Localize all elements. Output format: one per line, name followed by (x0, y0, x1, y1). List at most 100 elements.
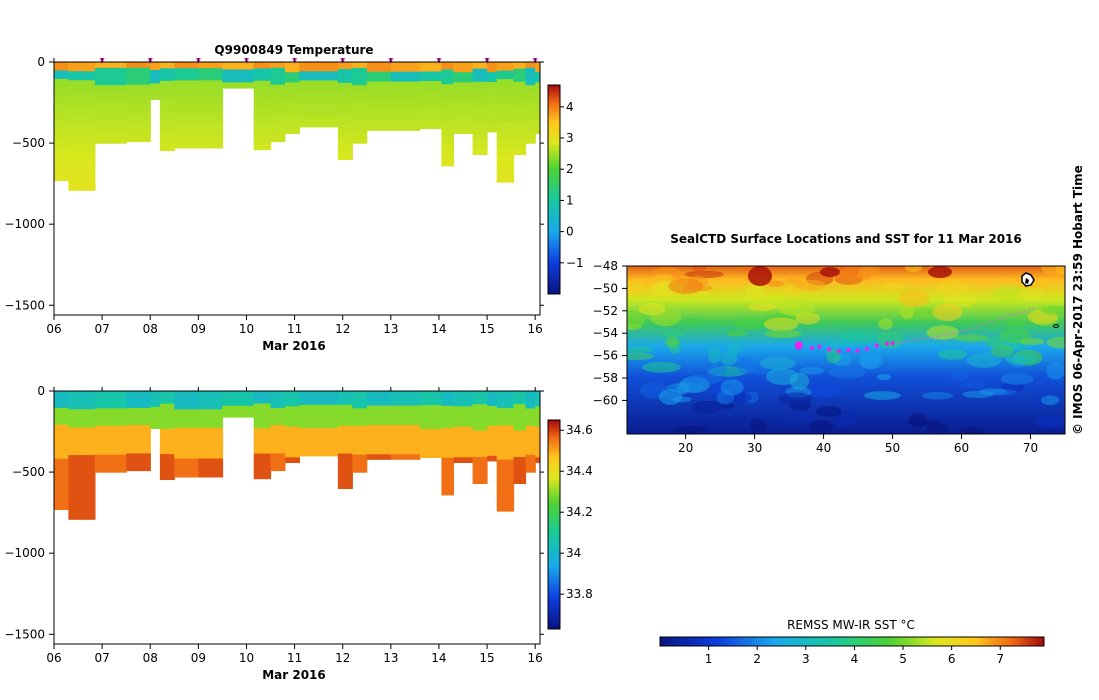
temp-cell (68, 144, 96, 155)
sal-cell (453, 436, 474, 443)
sal-cell (150, 396, 161, 400)
temp-cell (487, 67, 498, 73)
sst-patch (705, 364, 727, 376)
temp-cell (126, 84, 151, 91)
temp-cell (419, 62, 442, 68)
sal-cell (285, 457, 300, 463)
sal-cell (352, 448, 368, 456)
sal-cell (525, 408, 536, 415)
temp-cell (496, 70, 515, 80)
temp-cell (337, 124, 353, 133)
temp-cell (253, 112, 272, 119)
sal-cell (337, 398, 353, 406)
temp-cell (513, 88, 527, 96)
temp-cell (94, 119, 127, 127)
temp-cell (150, 80, 161, 84)
seal-location (846, 348, 851, 352)
temp-cell (94, 102, 127, 109)
temp-cell (54, 78, 69, 88)
temp-cell (453, 118, 474, 124)
temp-cell (68, 80, 96, 91)
temp-cell (525, 62, 536, 69)
temp-cell (390, 105, 421, 112)
sal-cell (68, 473, 96, 484)
temp-cell (222, 78, 255, 82)
temp-cell (150, 70, 161, 74)
sst-patch (805, 382, 844, 398)
sst-patch (627, 346, 654, 353)
sal-cell (285, 431, 300, 438)
sal-cell (352, 443, 368, 450)
temp-cell (253, 137, 272, 144)
sal-cell (174, 458, 199, 466)
salinity-colorbar (547, 419, 561, 630)
temp-cell (150, 75, 161, 79)
temp-cell (390, 100, 421, 107)
sst-colorbar-tick-label: 2 (753, 652, 761, 666)
sal-cell (525, 414, 536, 421)
temp-cell (174, 92, 199, 100)
temp-cell (253, 87, 272, 94)
temp-cell (525, 125, 536, 133)
sal-cell (535, 391, 540, 397)
sal-cell (419, 448, 442, 454)
sal-cell (487, 455, 498, 462)
sal-cell (513, 430, 527, 438)
sst-patch (899, 302, 915, 320)
sal-cell (337, 439, 353, 448)
temp-cell (159, 87, 175, 95)
y-tick-label: −500 (12, 136, 45, 150)
temp-cell (222, 84, 255, 87)
temp-cell (150, 94, 161, 98)
sal-cell (285, 411, 300, 418)
temp-cell (159, 137, 175, 145)
temp-cell (253, 130, 272, 138)
temp-cell (68, 62, 96, 72)
temp-cell (253, 143, 272, 151)
temp-cell (126, 135, 151, 143)
sal-cell (472, 404, 488, 412)
sal-cell (285, 401, 300, 407)
sal-cell (150, 399, 161, 403)
sal-cell (159, 391, 175, 398)
sal-cell (472, 437, 488, 445)
sal-cell (54, 416, 69, 426)
temp-cell (159, 68, 175, 76)
temp-cell (253, 124, 272, 132)
temp-cell (535, 102, 540, 109)
map-x-tick-label: 60 (954, 441, 969, 455)
sst-patch (778, 299, 816, 317)
sal-cell (366, 415, 392, 421)
sst-patch (736, 356, 755, 374)
sal-cell (150, 391, 161, 395)
temp-cell (159, 80, 175, 88)
sal-cell (352, 454, 368, 462)
temp-cell (352, 125, 368, 133)
temp-cell (159, 118, 175, 126)
temp-cell (419, 66, 442, 72)
sal-cell (472, 450, 488, 458)
temp-cell (174, 111, 199, 118)
temp-cell (299, 99, 339, 105)
temp-cell (299, 122, 339, 128)
sst-patch (686, 374, 721, 385)
sal-cell (198, 446, 224, 453)
sal-cell (535, 426, 540, 433)
colorbar-tick-label: 4 (566, 100, 574, 114)
temp-cell (366, 100, 392, 107)
sal-cell (270, 436, 286, 443)
sal-cell (94, 460, 127, 467)
sal-cell (299, 409, 339, 415)
sal-cell (270, 425, 286, 432)
sst-patch (863, 391, 901, 400)
temp-cell (487, 81, 498, 88)
y-tick-label: −1000 (4, 217, 45, 231)
sal-cell (513, 450, 527, 458)
temp-cell (535, 128, 540, 134)
sal-cell (159, 441, 175, 449)
temp-cell (270, 62, 286, 69)
temp-cell (54, 121, 69, 131)
sst-patch (627, 310, 646, 328)
sal-cell (54, 484, 69, 494)
sal-cell (174, 434, 199, 441)
